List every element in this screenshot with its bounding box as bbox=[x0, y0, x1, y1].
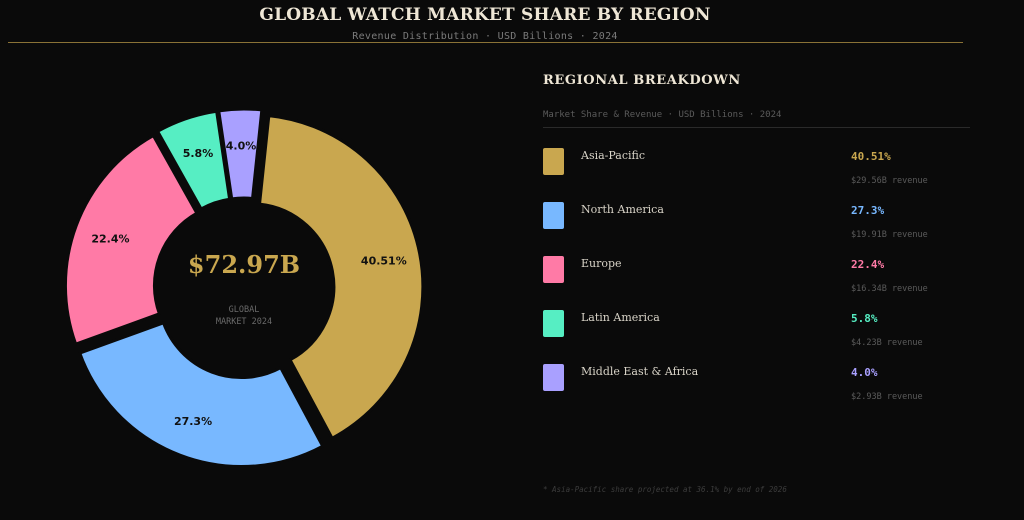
legend: Asia-Pacific 40.51% $29.56B revenue Nort… bbox=[543, 148, 973, 418]
legend-region-revenue: $19.91B revenue bbox=[851, 230, 928, 240]
breakdown-divider bbox=[543, 127, 970, 128]
legend-swatch bbox=[543, 202, 564, 229]
legend-region-share: 4.0% bbox=[851, 366, 878, 379]
legend-region-name: Europe bbox=[581, 257, 622, 270]
legend-region-revenue: $4.23B revenue bbox=[851, 338, 923, 348]
legend-item-latin-america: Latin America 5.8% $4.23B revenue bbox=[543, 310, 973, 364]
legend-swatch bbox=[543, 256, 564, 283]
legend-item-north-america: North America 27.3% $19.91B revenue bbox=[543, 202, 973, 256]
legend-region-name: Middle East & Africa bbox=[581, 365, 699, 378]
legend-item-asia-pacific: Asia-Pacific 40.51% $29.56B revenue bbox=[543, 148, 973, 202]
legend-region-share: 27.3% bbox=[851, 204, 885, 217]
donut-slice-label: 27.3% bbox=[174, 415, 212, 428]
legend-region-revenue: $16.34B revenue bbox=[851, 284, 928, 294]
chart-subtitle: Revenue Distribution · USD Billions · 20… bbox=[352, 31, 618, 42]
legend-region-revenue: $29.56B revenue bbox=[851, 176, 928, 186]
donut-slice-latin-america bbox=[156, 109, 232, 211]
footnote: * Asia-Pacific share projected at 36.1% … bbox=[543, 485, 787, 494]
center-label-line2: MARKET 2024 bbox=[216, 317, 272, 327]
donut-slice-asia-pacific bbox=[258, 114, 425, 440]
donut-slice-label: 4.0% bbox=[226, 140, 257, 153]
legend-region-share: 40.51% bbox=[851, 150, 891, 163]
center-total-value: $72.97B bbox=[188, 250, 300, 279]
legend-region-share: 5.8% bbox=[851, 312, 878, 325]
legend-swatch bbox=[543, 310, 564, 337]
donut-slice-north-america bbox=[78, 321, 325, 469]
header-divider bbox=[8, 42, 963, 43]
legend-swatch bbox=[543, 364, 564, 391]
legend-item-europe: Europe 22.4% $16.34B revenue bbox=[543, 256, 973, 310]
legend-region-share: 22.4% bbox=[851, 258, 885, 271]
donut-slice-label: 40.51% bbox=[361, 255, 407, 268]
donut-slice-label: 22.4% bbox=[91, 232, 129, 245]
legend-region-name: Asia-Pacific bbox=[581, 149, 646, 162]
legend-item-middle-east-africa: Middle East & Africa 4.0% $2.93B revenue bbox=[543, 364, 973, 418]
center-label-line1: GLOBAL bbox=[229, 305, 260, 315]
breakdown-title: REGIONAL BREAKDOWN bbox=[543, 73, 741, 88]
donut-slice-middle-east-africa bbox=[217, 107, 264, 201]
legend-region-name: Latin America bbox=[581, 311, 660, 324]
donut-slice-labels: 40.51% 27.3% 22.4% 5.8% 4.0% bbox=[91, 140, 406, 429]
breakdown-subtitle: Market Share & Revenue · USD Billions · … bbox=[543, 110, 782, 120]
donut-slices bbox=[63, 107, 425, 469]
chart-title: GLOBAL WATCH MARKET SHARE BY REGION bbox=[259, 5, 711, 25]
legend-swatch bbox=[543, 148, 564, 175]
donut-slice-label: 5.8% bbox=[183, 147, 214, 160]
legend-region-revenue: $2.93B revenue bbox=[851, 392, 923, 402]
legend-region-name: North America bbox=[581, 203, 664, 216]
donut-slice-europe bbox=[63, 134, 199, 346]
